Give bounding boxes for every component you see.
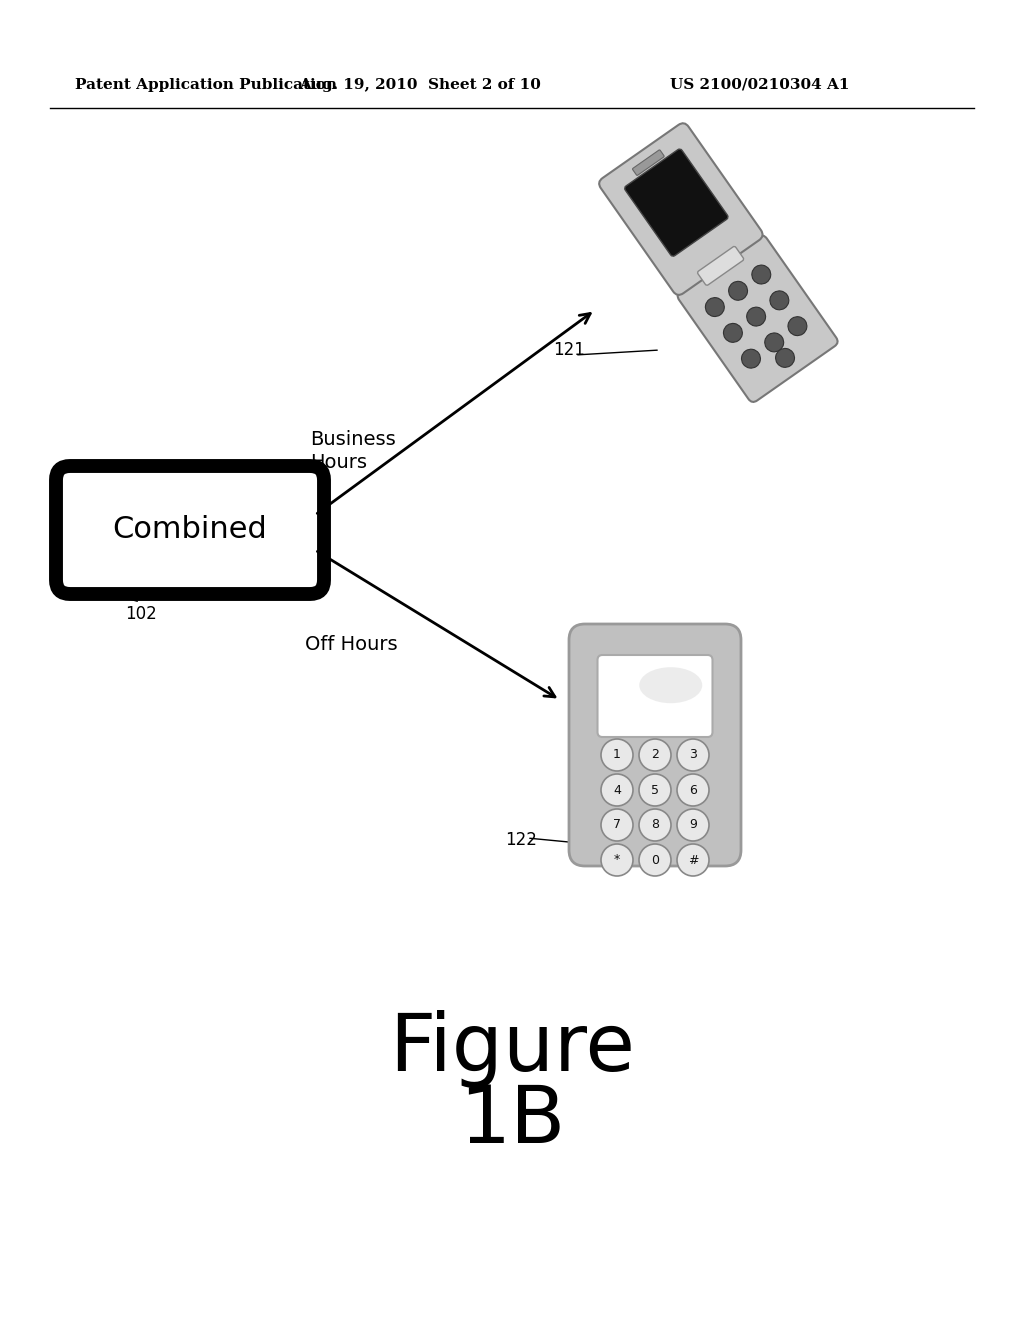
Circle shape: [677, 809, 709, 841]
Text: Patent Application Publication: Patent Application Publication: [75, 78, 337, 92]
Text: US 2100/0210304 A1: US 2100/0210304 A1: [670, 78, 850, 92]
Text: 8: 8: [651, 818, 659, 832]
Text: 3: 3: [689, 748, 697, 762]
Circle shape: [677, 739, 709, 771]
Text: 5: 5: [651, 784, 659, 796]
Text: Off Hours: Off Hours: [305, 635, 397, 653]
Text: 1B: 1B: [459, 1082, 565, 1160]
Text: #: #: [688, 854, 698, 866]
Circle shape: [677, 774, 709, 807]
Circle shape: [639, 843, 671, 876]
Text: Business
Hours: Business Hours: [310, 430, 395, 473]
Text: Aug. 19, 2010  Sheet 2 of 10: Aug. 19, 2010 Sheet 2 of 10: [299, 78, 541, 92]
Text: 0: 0: [651, 854, 659, 866]
Text: 9: 9: [689, 818, 697, 832]
Circle shape: [706, 297, 724, 317]
Circle shape: [601, 739, 633, 771]
FancyBboxPatch shape: [633, 150, 665, 176]
FancyBboxPatch shape: [678, 235, 838, 403]
Text: Combined: Combined: [113, 516, 267, 544]
Text: 2: 2: [651, 748, 658, 762]
FancyBboxPatch shape: [697, 247, 743, 285]
Text: 7: 7: [613, 818, 621, 832]
Text: 122: 122: [505, 832, 537, 849]
Text: 6: 6: [689, 784, 697, 796]
FancyBboxPatch shape: [569, 624, 741, 866]
Circle shape: [601, 774, 633, 807]
Text: Figure: Figure: [389, 1010, 635, 1088]
Circle shape: [770, 290, 788, 310]
Text: 121: 121: [553, 341, 585, 359]
Circle shape: [775, 348, 795, 367]
Circle shape: [752, 265, 771, 284]
Circle shape: [724, 323, 742, 342]
Circle shape: [639, 809, 671, 841]
Text: 4: 4: [613, 784, 621, 796]
FancyBboxPatch shape: [56, 466, 324, 594]
Circle shape: [788, 317, 807, 335]
Circle shape: [601, 809, 633, 841]
Circle shape: [741, 350, 761, 368]
Text: *: *: [613, 854, 621, 866]
FancyBboxPatch shape: [625, 149, 728, 256]
FancyBboxPatch shape: [597, 655, 713, 737]
Circle shape: [677, 843, 709, 876]
Text: 1: 1: [613, 748, 621, 762]
Circle shape: [639, 739, 671, 771]
Circle shape: [765, 333, 783, 352]
Circle shape: [729, 281, 748, 300]
Circle shape: [601, 843, 633, 876]
FancyBboxPatch shape: [599, 123, 763, 294]
Circle shape: [639, 774, 671, 807]
Ellipse shape: [639, 667, 702, 704]
Circle shape: [746, 308, 766, 326]
Text: 102: 102: [125, 605, 157, 623]
